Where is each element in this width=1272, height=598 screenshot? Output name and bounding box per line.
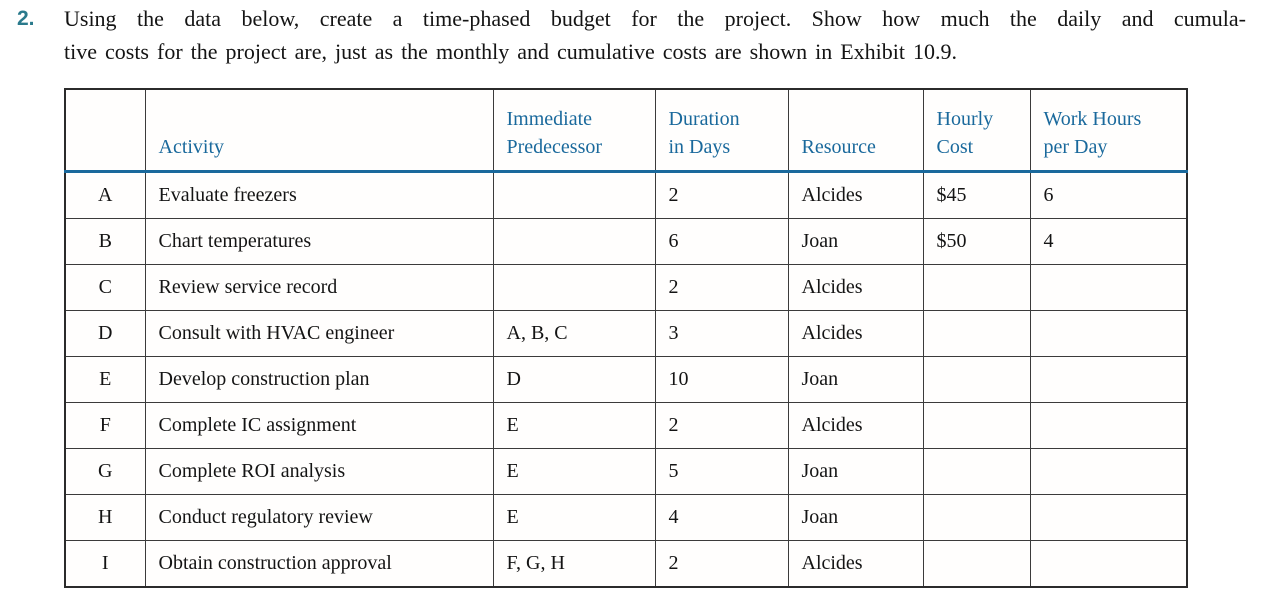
cell-predecessor: D	[492, 356, 656, 403]
cell-predecessor	[492, 171, 656, 219]
cell-work-hours	[1029, 540, 1188, 588]
cell-predecessor: A, B, C	[492, 310, 656, 357]
cell-activity: Develop construction plan	[144, 356, 494, 403]
header-work-hours-per-day: Work Hours per Day	[1029, 88, 1188, 173]
table-row-h: H Conduct regulatory review E 4 Joan	[64, 494, 1188, 541]
cell-work-hours	[1029, 264, 1188, 311]
table-header-row: Activity Immediate Predecessor Duration …	[64, 88, 1188, 173]
cell-predecessor: E	[492, 494, 656, 541]
cell-activity-id: C	[64, 264, 146, 311]
cell-resource: Joan	[787, 218, 924, 265]
cell-resource: Alcides	[787, 310, 924, 357]
prompt-line-2: tive costs for the project are, just as …	[64, 39, 957, 64]
cell-work-hours	[1029, 402, 1188, 449]
cell-activity: Consult with HVAC engineer	[144, 310, 494, 357]
table-row-a: A Evaluate freezers 2 Alcides $45 6	[64, 171, 1188, 219]
cell-resource: Alcides	[787, 264, 924, 311]
question-number: 2.	[17, 7, 35, 30]
prompt-line-1: Using the data below, create a time-phas…	[64, 6, 1246, 31]
cell-activity: Review service record	[144, 264, 494, 311]
cell-duration: 6	[654, 218, 789, 265]
table-row-g: G Complete ROI analysis E 5 Joan	[64, 448, 1188, 495]
cell-hourly-cost	[922, 356, 1031, 403]
header-blank	[64, 88, 146, 173]
cell-activity-id: G	[64, 448, 146, 495]
cell-activity-id: H	[64, 494, 146, 541]
cell-activity: Complete ROI analysis	[144, 448, 494, 495]
cell-hourly-cost	[922, 402, 1031, 449]
cell-predecessor: E	[492, 402, 656, 449]
cell-work-hours	[1029, 310, 1188, 357]
table-row-d: D Consult with HVAC engineer A, B, C 3 A…	[64, 310, 1188, 357]
cell-resource: Alcides	[787, 171, 924, 219]
header-activity: Activity	[144, 88, 494, 173]
cell-hourly-cost	[922, 540, 1031, 588]
cell-work-hours: 4	[1029, 218, 1188, 265]
cell-hourly-cost: $45	[922, 171, 1031, 219]
cell-activity: Complete IC assignment	[144, 402, 494, 449]
cell-resource: Joan	[787, 356, 924, 403]
cell-resource: Joan	[787, 494, 924, 541]
cell-predecessor: F, G, H	[492, 540, 656, 588]
cell-resource: Alcides	[787, 540, 924, 588]
header-immediate-predecessor: Immediate Predecessor	[492, 88, 656, 173]
cell-predecessor	[492, 264, 656, 311]
cell-activity: Conduct regulatory review	[144, 494, 494, 541]
table-row-c: C Review service record 2 Alcides	[64, 264, 1188, 311]
cell-hourly-cost	[922, 264, 1031, 311]
activity-data-table: Activity Immediate Predecessor Duration …	[64, 88, 1188, 588]
cell-activity: Obtain construction approval	[144, 540, 494, 588]
cell-work-hours	[1029, 448, 1188, 495]
header-hourly-cost: Hourly Cost	[922, 88, 1031, 173]
header-duration-in-days: Duration in Days	[654, 88, 789, 173]
cell-duration: 3	[654, 310, 789, 357]
cell-activity-id: E	[64, 356, 146, 403]
cell-hourly-cost	[922, 448, 1031, 495]
cell-work-hours	[1029, 494, 1188, 541]
cell-hourly-cost: $50	[922, 218, 1031, 265]
table-row-e: E Develop construction plan D 10 Joan	[64, 356, 1188, 403]
cell-duration: 2	[654, 171, 789, 219]
cell-resource: Alcides	[787, 402, 924, 449]
cell-resource: Joan	[787, 448, 924, 495]
table-row-f: F Complete IC assignment E 2 Alcides	[64, 402, 1188, 449]
cell-predecessor	[492, 218, 656, 265]
exercise-prompt: Using the data below, create a time-phas…	[64, 2, 1246, 68]
cell-hourly-cost	[922, 494, 1031, 541]
cell-work-hours: 6	[1029, 171, 1188, 219]
header-resource: Resource	[787, 88, 924, 173]
cell-activity-id: D	[64, 310, 146, 357]
cell-activity-id: A	[64, 171, 146, 219]
cell-activity-id: B	[64, 218, 146, 265]
cell-activity-id: I	[64, 540, 146, 588]
cell-duration: 4	[654, 494, 789, 541]
cell-activity-id: F	[64, 402, 146, 449]
table-row-i: I Obtain construction approval F, G, H 2…	[64, 540, 1188, 588]
cell-duration: 5	[654, 448, 789, 495]
cell-duration: 2	[654, 264, 789, 311]
cell-activity: Chart temperatures	[144, 218, 494, 265]
cell-predecessor: E	[492, 448, 656, 495]
table-row-b: B Chart temperatures 6 Joan $50 4	[64, 218, 1188, 265]
cell-hourly-cost	[922, 310, 1031, 357]
cell-duration: 2	[654, 540, 789, 588]
cell-work-hours	[1029, 356, 1188, 403]
cell-duration: 2	[654, 402, 789, 449]
cell-duration: 10	[654, 356, 789, 403]
cell-activity: Evaluate freezers	[144, 171, 494, 219]
